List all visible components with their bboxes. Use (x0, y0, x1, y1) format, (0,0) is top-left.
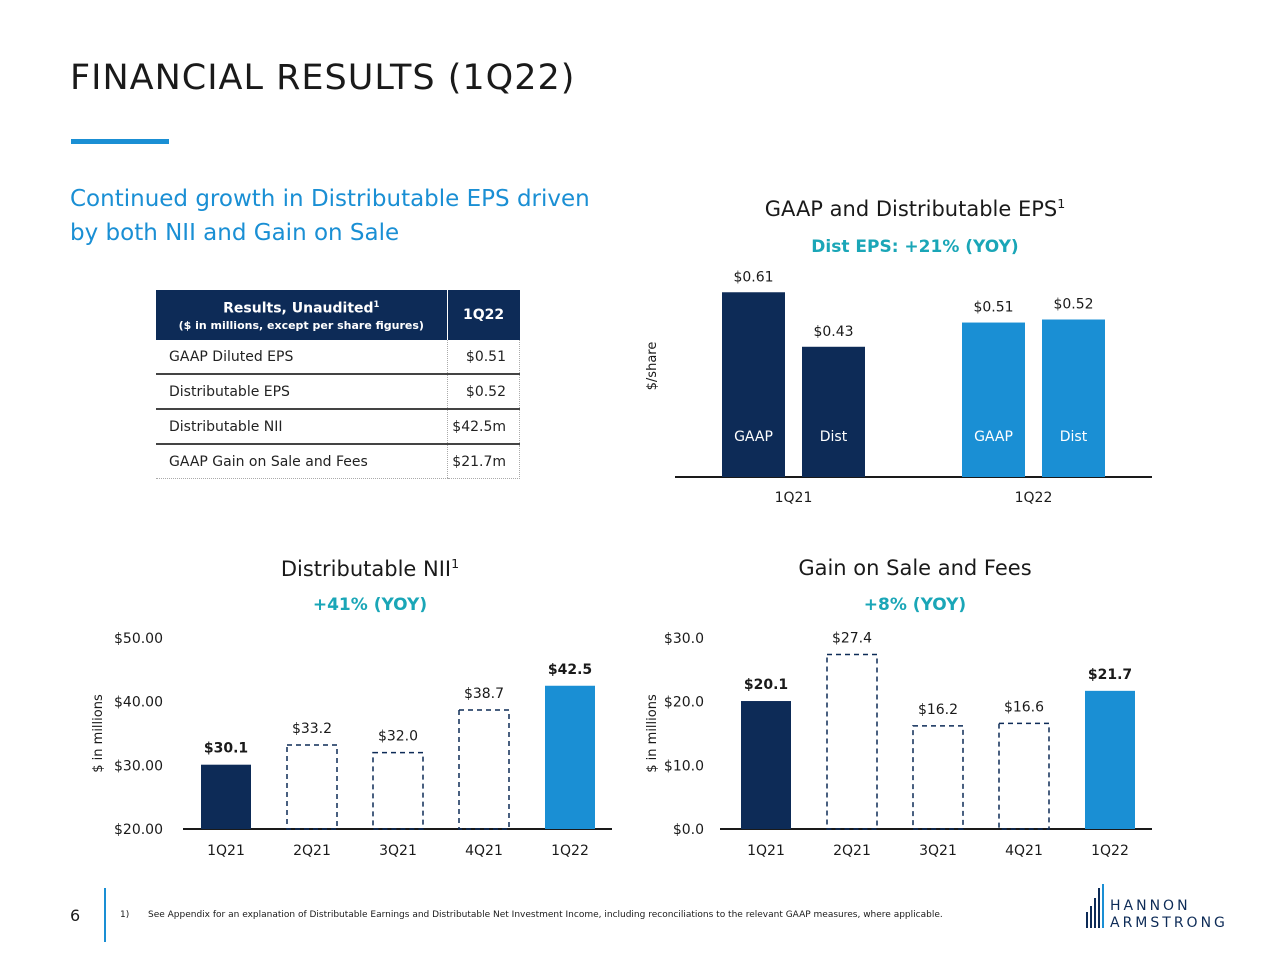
gain-x-tick-label: 3Q21 (919, 843, 957, 859)
eps-chart-title: GAAP and Distributable EPS1 (700, 196, 1130, 221)
eps-chart-subtitle: Dist EPS: +21% (YOY) (811, 237, 1019, 257)
nii-data-label: $30.1 (204, 741, 248, 757)
title-underline (71, 139, 169, 144)
row-value: $21.7m (446, 444, 521, 479)
eps-data-label: $0.43 (813, 324, 853, 340)
row-label: GAAP Gain on Sale and Fees (156, 444, 448, 479)
page-title: FINANCIAL RESULTS (1Q22) (70, 58, 576, 98)
row-value: $0.51 (446, 340, 521, 375)
table-row: GAAP Diluted EPS $0.51 (156, 340, 521, 375)
row-label: Distributable NII (156, 409, 448, 445)
eps-bar (722, 292, 785, 477)
row-value: $42.5m (446, 409, 521, 445)
eps-bar-series-label: Dist (1060, 429, 1088, 445)
results-table: Results, Unaudited1 ($ in millions, exce… (156, 290, 521, 479)
nii-data-label: $32.0 (378, 729, 418, 745)
gain-x-tick-label: 4Q21 (1005, 843, 1043, 859)
nii-x-tick-label: 4Q21 (465, 843, 503, 859)
row-value: $0.52 (446, 374, 521, 410)
nii-bar (458, 709, 510, 830)
logo-line-1: HANNON (1110, 898, 1191, 914)
gain-x-tick-label: 2Q21 (833, 843, 871, 859)
footnote: See Appendix for an explanation of Distr… (148, 910, 943, 920)
nii-data-label: $33.2 (292, 721, 332, 737)
gain-y-tick-label: $10.0 (664, 758, 704, 774)
page-subtitle: Continued growth in Distributable EPS dr… (70, 186, 590, 246)
gain-bar (1085, 690, 1135, 829)
page-number: 6 (70, 906, 81, 925)
eps-bar (802, 346, 865, 477)
nii-bar (201, 764, 251, 829)
table-header-label: Results, Unaudited1 ($ in millions, exce… (156, 290, 448, 340)
gain-y-tick-label: $0.0 (673, 822, 704, 838)
company-logo: HANNON ARMSTRONG (1086, 884, 1228, 930)
nii-chart-title-sup: 1 (451, 556, 460, 571)
nii-x-tick-label: 1Q22 (551, 843, 589, 859)
eps-bar-series-label: Dist (820, 429, 848, 445)
table-row: GAAP Gain on Sale and Fees $21.7m (156, 444, 521, 479)
eps-data-label: $0.51 (973, 300, 1013, 316)
eps-data-label: $0.61 (733, 269, 773, 285)
row-label: GAAP Diluted EPS (156, 340, 448, 375)
gain-y-tick-label: $20.0 (664, 695, 704, 711)
gain-bar (741, 701, 791, 829)
table-header-sub: ($ in millions, except per share figures… (178, 319, 424, 333)
gain-y-axis-label: $ in millions (645, 694, 660, 773)
gain-chart-subtitle: +8% (YOY) (863, 595, 967, 615)
nii-y-axis-label: $ in millions (91, 694, 106, 773)
nii-chart-title-text: Distributable NII (280, 557, 452, 581)
logo-line-2: ARMSTRONG (1110, 915, 1228, 930)
gain-data-label: $27.4 (832, 631, 872, 647)
nii-bar (286, 744, 338, 830)
nii-chart-title: Distributable NII1 (150, 556, 590, 581)
nii-y-tick-label: $20.00 (114, 822, 163, 838)
table-header-main: Results, Unaudited (223, 300, 374, 317)
nii-bar (545, 685, 595, 829)
table-row: Distributable EPS $0.52 (156, 374, 521, 410)
nii-x-tick-label: 2Q21 (293, 843, 331, 859)
eps-data-label: $0.52 (1053, 297, 1093, 313)
footer-divider (104, 888, 106, 942)
nii-data-label: $38.7 (464, 686, 504, 702)
nii-y-tick-label: $30.00 (114, 758, 163, 774)
eps-chart-title-text: GAAP and Distributable EPS (764, 197, 1058, 221)
nii-y-tick-label: $40.00 (114, 695, 163, 711)
eps-x-tick-label: 1Q21 (775, 490, 813, 506)
gain-y-tick-label: $30.0 (664, 631, 704, 647)
nii-y-tick-label: $50.00 (114, 631, 163, 647)
eps-y-axis-label: $/share (645, 342, 660, 391)
table-header-row: Results, Unaudited1 ($ in millions, exce… (156, 290, 520, 340)
nii-bar (372, 751, 424, 830)
gain-data-label: $16.2 (918, 702, 958, 718)
gain-bar (826, 653, 878, 830)
row-label: Distributable EPS (156, 374, 448, 410)
table-header-sup: 1 (373, 298, 380, 309)
eps-bar (962, 322, 1025, 477)
gain-chart-title: Gain on Sale and Fees (798, 556, 1032, 580)
gain-bar (998, 722, 1050, 830)
eps-bar-series-label: GAAP (974, 429, 1013, 445)
gain-x-tick-label: 1Q21 (747, 843, 785, 859)
eps-chart-title-sup: 1 (1057, 196, 1066, 211)
nii-x-tick-label: 1Q21 (207, 843, 245, 859)
gain-data-label: $20.1 (744, 677, 788, 693)
gain-x-tick-label: 1Q22 (1091, 843, 1129, 859)
eps-x-tick-label: 1Q22 (1015, 490, 1053, 506)
gain-data-label: $16.6 (1004, 699, 1044, 715)
table-row: Distributable NII $42.5m (156, 409, 521, 445)
gain-bar (912, 725, 964, 830)
eps-bar (1042, 319, 1105, 477)
gain-data-label: $21.7 (1088, 667, 1132, 683)
nii-chart-subtitle: +41% (YOY) (312, 595, 428, 615)
nii-data-label: $42.5 (548, 662, 592, 678)
footnote-marker: 1) (120, 910, 130, 920)
nii-x-tick-label: 3Q21 (379, 843, 417, 859)
table-header-period: 1Q22 (446, 290, 520, 340)
eps-bar-series-label: GAAP (734, 429, 773, 445)
